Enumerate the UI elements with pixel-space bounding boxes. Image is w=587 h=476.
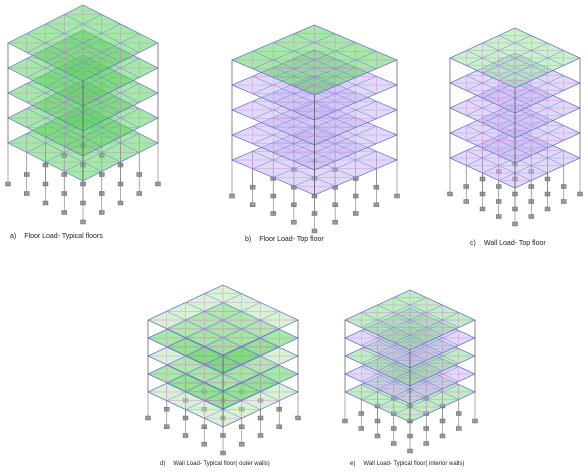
support <box>239 442 244 446</box>
support <box>333 220 338 224</box>
support <box>296 416 301 420</box>
label: e) <box>350 461 355 467</box>
building <box>448 28 583 226</box>
support <box>561 200 566 204</box>
support <box>424 442 429 446</box>
support <box>6 182 11 186</box>
caption: d) Wall Load- Typical floor( outer walls) <box>160 461 270 467</box>
label: a) <box>10 233 16 240</box>
caption: e) Wall Load- Typical floor( interior wal… <box>350 461 464 467</box>
support <box>353 212 358 216</box>
support <box>99 211 104 215</box>
support <box>496 215 501 219</box>
support <box>440 434 445 438</box>
support <box>146 416 151 420</box>
support <box>464 200 469 204</box>
support <box>137 192 142 196</box>
support <box>456 427 461 431</box>
support <box>164 425 169 429</box>
support <box>513 222 518 226</box>
support <box>408 449 413 453</box>
support <box>545 207 550 211</box>
support <box>343 419 348 423</box>
support <box>291 220 296 224</box>
support <box>391 442 396 446</box>
caption: a) Floor Load- Typical floors <box>10 233 103 240</box>
support <box>473 419 478 423</box>
caption: c) Wall Load- Top floor <box>470 240 546 247</box>
support <box>374 203 379 207</box>
support <box>448 192 453 196</box>
figure: a) Floor Load- Typical floors b) Floor Loa… <box>0 0 587 476</box>
support <box>43 201 48 205</box>
support <box>118 201 123 205</box>
label: c) <box>470 240 476 247</box>
building <box>230 25 400 233</box>
caption-text: Floor Load- Top floor <box>259 236 323 243</box>
support <box>156 182 161 186</box>
support <box>529 215 534 219</box>
support <box>230 194 235 198</box>
support <box>578 192 583 196</box>
support <box>480 207 485 211</box>
support <box>375 434 380 438</box>
support <box>312 229 317 233</box>
label: b) <box>245 236 251 243</box>
support <box>183 434 188 438</box>
caption-text: Wall Load- Top floor <box>484 240 546 247</box>
caption-text: Wall Load- Typical floor( interior walls… <box>363 461 464 467</box>
building <box>343 290 478 453</box>
support <box>271 212 276 216</box>
building <box>6 5 161 224</box>
label: d) <box>160 461 165 467</box>
support <box>202 442 207 446</box>
support <box>395 194 400 198</box>
support <box>81 220 86 224</box>
support <box>277 425 282 429</box>
support <box>24 192 29 196</box>
caption-text: Wall Load- Typical floor( outer walls) <box>173 461 269 467</box>
building <box>146 285 301 455</box>
support <box>250 203 255 207</box>
support <box>359 427 364 431</box>
support <box>258 434 263 438</box>
support <box>221 451 226 455</box>
support <box>62 211 67 215</box>
caption-text: Floor Load- Typical floors <box>24 233 102 240</box>
caption: b) Floor Load- Top floor <box>245 236 324 243</box>
